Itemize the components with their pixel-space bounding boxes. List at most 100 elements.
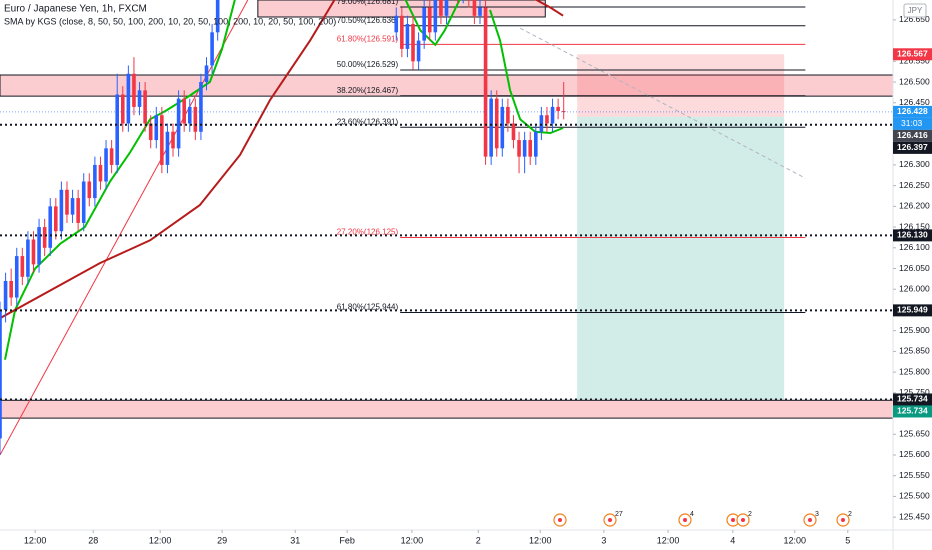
y-tick-label: 126.500 [899,76,930,86]
y-tick-label: 125.850 [899,346,930,356]
candle-body [204,65,209,83]
candle-body [511,123,516,141]
fib-label: 23.60%(126.391) [337,117,399,126]
event-icon-dot [558,518,562,522]
candle-body [422,7,426,41]
event-icon-dot [841,518,845,522]
y-tick-label: 126.200 [899,201,930,211]
candle-body [54,206,58,232]
event-icon-dot [608,518,612,522]
candle-body [81,181,86,223]
candle-body [0,309,2,439]
candle-body [109,148,114,165]
candle-body [517,140,521,157]
x-tick-label: 12:00 [401,535,424,545]
position-stop [577,54,785,117]
candle-body [483,7,488,157]
candle-body [14,256,19,298]
event-icon-dot [683,518,687,522]
candle-body [148,123,153,141]
price-badge-label: 126.567 [897,49,928,59]
x-tick-label: 4 [730,535,735,545]
y-tick-label: 126.300 [899,159,930,169]
x-tick-label: 12:00 [24,535,47,545]
price-badge [893,304,932,317]
x-tick-label: 12:00 [657,535,680,545]
fib-label: 61.80%(126.591) [337,34,399,43]
event-icon-dot [741,518,745,522]
y-tick-label: 126.250 [899,180,930,190]
fib-label: 38.20%(126.467) [337,86,399,95]
candle-body [534,131,538,157]
currency-label[interactable]: JPY [908,6,923,15]
price-badge [893,48,932,61]
candle-body [439,0,443,16]
candle-body [132,73,136,107]
price-badge-label: 126.397 [897,142,928,152]
sma-line [4,0,564,360]
candle-body [115,94,120,165]
event-count: 3 [815,511,819,518]
x-tick-label: 3 [601,535,606,545]
candle-body [444,0,449,16]
price-badge [893,405,932,418]
x-tick-label: 29 [217,535,227,545]
currency-box[interactable] [903,3,927,18]
fib-label: 70.50%(126.636) [337,16,399,25]
y-tick-label: 125.650 [899,429,930,439]
candle-body [93,164,97,199]
fib-label: 27.20%(126.125) [337,228,399,237]
candle-body [165,131,170,165]
fib-label: 61.80%(125.944) [337,303,399,312]
y-tick-label: 125.750 [899,387,930,397]
countdown-badge [893,117,932,130]
candle-body [176,98,181,149]
y-tick-label: 125.600 [899,449,930,459]
price-badge-label: 126.428 [897,106,928,116]
y-tick-label: 126.450 [899,97,930,107]
zone [0,399,893,419]
y-tick-label: 125.450 [899,511,930,521]
candle-body [120,94,125,124]
candle-body [48,206,53,248]
price-badge [893,229,932,242]
candle-body [494,98,499,149]
event-count: 2 [848,511,852,518]
chart-title: Euro / Japanese Yen, 1h, FXCM [4,4,147,15]
overlay: Euro / Japanese Yen, 1h, FXCM SMA by KGS… [4,3,932,527]
candle-body [87,181,92,199]
event-count: 4 [690,511,694,518]
y-tick-label: 125.900 [899,325,930,335]
y-tick-label: 126.050 [899,263,930,273]
candle-body [104,148,108,182]
countdown-label: 31:03 [901,118,923,128]
price-badge [893,141,932,154]
event-count: 27 [615,511,623,518]
candle-body [545,115,549,124]
event-icon-dot [808,518,812,522]
candle-body [59,189,64,232]
price-badge-label: 125.734 [897,394,928,404]
candle-body [500,106,505,149]
event-icon-dot [731,518,735,522]
candle-body [539,115,544,132]
y-tick-label: 126.000 [899,283,930,293]
x-tick-label: Feb [339,535,355,545]
plot-area: 79.00%(126.681) 70.50%(126.636) 61.80%(126… [0,0,893,456]
y-tick-label: 126.650 [899,14,930,24]
candle-body [489,98,493,157]
candle-body [210,32,214,66]
position-target [577,116,785,400]
candle-body [76,198,80,223]
candle-body [561,111,566,113]
y-tick-label: 126.550 [899,56,930,66]
x-tick-label: 12:00 [149,535,172,545]
candle-body [199,82,203,132]
x-tick-label: 2 [476,535,481,545]
candle-body [9,280,13,298]
candle-body [20,256,25,277]
candle-body [26,239,30,277]
candle-body [405,24,410,49]
